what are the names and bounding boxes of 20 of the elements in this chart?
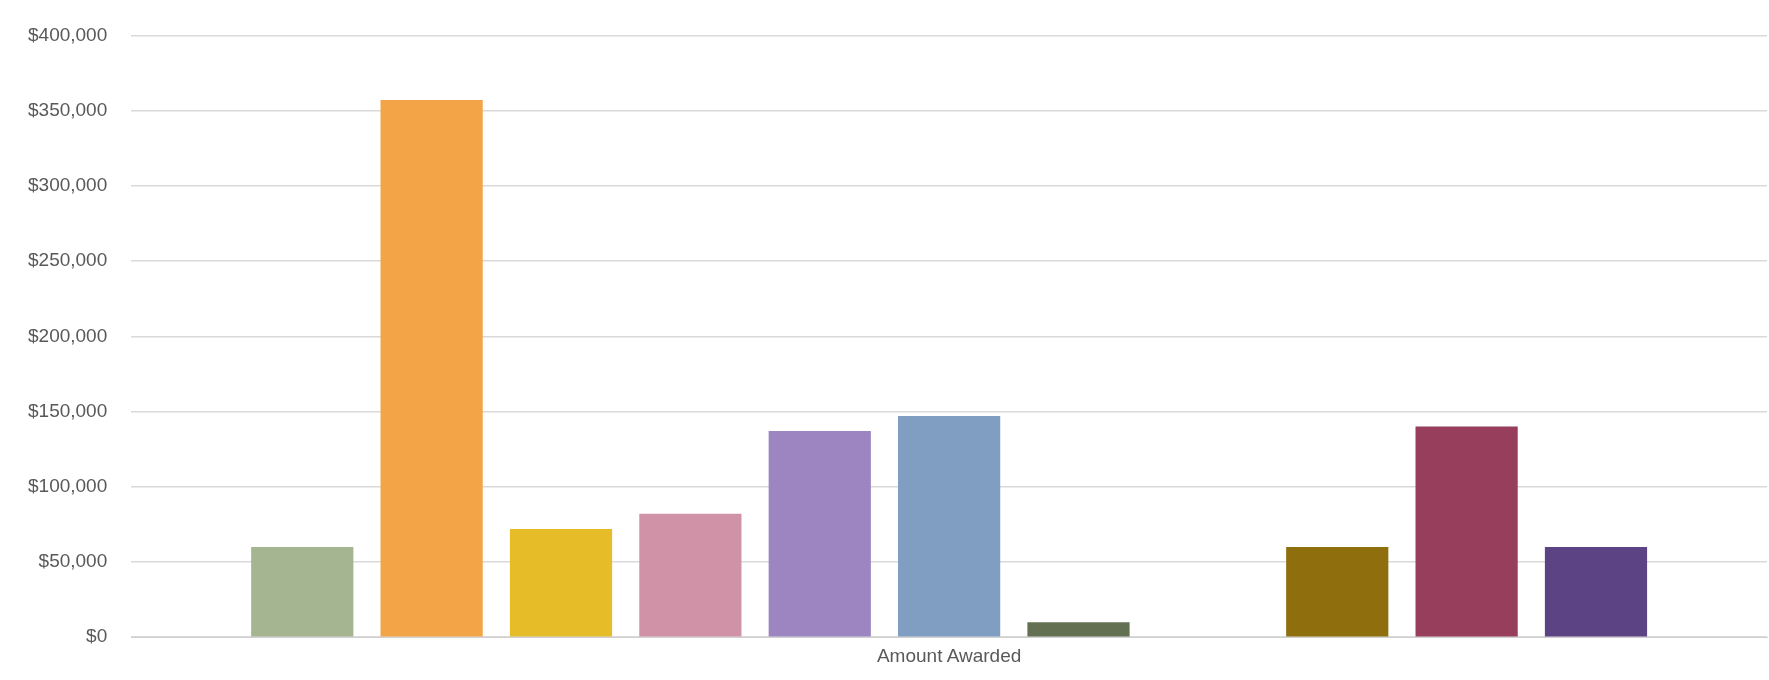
- y-tick-label: $350,000: [28, 98, 108, 120]
- bar: [1027, 622, 1130, 637]
- y-tick-label: $250,000: [28, 249, 108, 271]
- bar: [1544, 546, 1648, 637]
- bar: [768, 431, 871, 637]
- y-tick-label: $0: [86, 625, 108, 647]
- bar: [1286, 546, 1389, 637]
- bar: [898, 416, 1001, 637]
- bar: [1415, 426, 1518, 637]
- bar: [639, 513, 742, 637]
- bar: [380, 100, 483, 637]
- y-tick-label: $200,000: [28, 324, 108, 346]
- y-tick-label: $150,000: [28, 399, 108, 421]
- y-tick-label: $400,000: [28, 23, 108, 45]
- bar: [509, 528, 613, 637]
- bar: [251, 546, 354, 637]
- y-tick-label: $50,000: [38, 550, 108, 572]
- x-tick-label: Amount Awarded: [876, 644, 1022, 666]
- y-tick-label: $100,000: [28, 474, 108, 496]
- y-tick-label: $300,000: [28, 174, 108, 196]
